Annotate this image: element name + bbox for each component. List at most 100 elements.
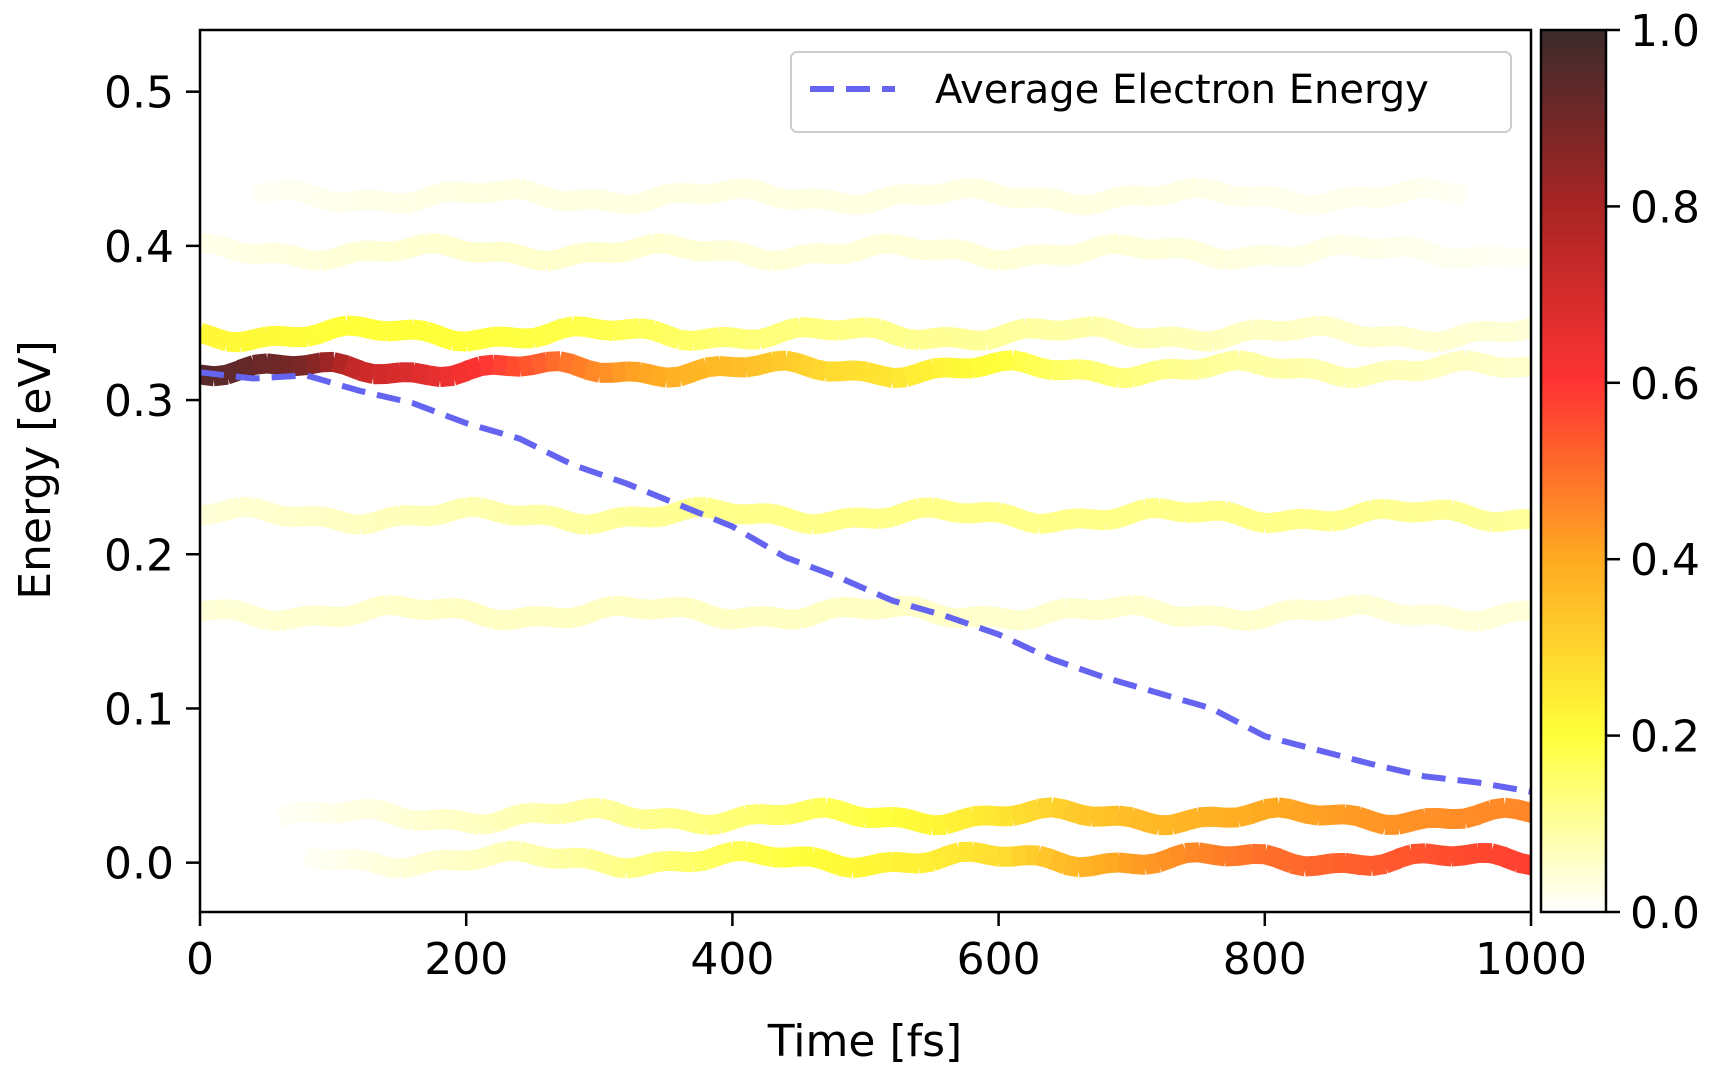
band-segment	[462, 600, 484, 625]
band-segment	[1330, 804, 1347, 825]
band-segment	[970, 355, 989, 379]
x-tick-label: 200	[424, 934, 508, 985]
band-segment	[810, 358, 829, 382]
band-segment	[1170, 326, 1188, 349]
band-segment	[1436, 604, 1454, 627]
band-segment	[1157, 237, 1174, 260]
band-segment	[1436, 807, 1453, 830]
band-segment	[876, 365, 896, 388]
colorbar: 0.0 0.2 0.4 0.6 0.8 1.0	[1539, 6, 1700, 939]
band-segment	[782, 507, 804, 532]
band-segment	[545, 351, 561, 372]
band-segment	[1261, 602, 1283, 627]
band-segment	[1184, 842, 1200, 863]
band-segment	[704, 327, 722, 349]
band-segment	[705, 814, 721, 836]
band-segment	[543, 505, 563, 528]
band-segment	[758, 605, 775, 627]
band-segment	[971, 805, 988, 827]
band-segment	[1423, 177, 1441, 200]
band-segment	[625, 361, 641, 383]
band-segment	[982, 351, 1003, 376]
band-segment	[557, 351, 576, 375]
band-segment	[1303, 315, 1321, 338]
band-segment	[1394, 844, 1416, 869]
band-segment	[838, 596, 854, 618]
band-segment	[545, 848, 561, 869]
band-segment	[824, 243, 841, 265]
band-segment	[811, 188, 828, 210]
band-segment	[957, 177, 974, 199]
band-segment	[545, 803, 561, 825]
band-segment	[1328, 364, 1349, 388]
band-segment	[1450, 845, 1467, 867]
band-segment	[1129, 364, 1149, 388]
band-segment	[504, 608, 523, 631]
band-segment	[1354, 806, 1376, 831]
band-segment	[837, 242, 855, 265]
band-segment	[598, 319, 615, 341]
band-segment	[210, 500, 231, 524]
band-segment	[1370, 498, 1387, 520]
band-segment	[518, 504, 535, 526]
band-segment	[1223, 184, 1242, 207]
band-segment	[1489, 797, 1507, 820]
band-segment	[942, 179, 963, 203]
band-segment	[904, 183, 921, 205]
band-segment	[770, 607, 789, 630]
band-segment	[438, 365, 455, 388]
x-tick-label: 400	[690, 934, 774, 985]
band-segment	[1317, 510, 1334, 532]
band-segment	[438, 597, 455, 619]
band-segment	[1170, 358, 1187, 380]
band-segment	[1290, 357, 1307, 379]
band-segment	[302, 183, 325, 209]
band-segment	[504, 326, 522, 349]
band-segment	[1236, 350, 1255, 373]
band-segment	[1277, 246, 1294, 268]
band-segment	[250, 497, 271, 522]
y-axis-label: Energy [eV]	[10, 340, 61, 600]
band-segment	[611, 361, 628, 383]
occupation-band	[200, 496, 1531, 535]
band-segment	[1423, 843, 1441, 866]
band-segment	[1263, 319, 1281, 342]
band-segment	[1463, 610, 1480, 632]
band-segment	[1115, 323, 1136, 347]
band-segment	[1408, 237, 1429, 261]
band-segment	[1341, 504, 1363, 529]
band-segment	[276, 803, 298, 827]
band-segment	[996, 502, 1016, 526]
legend: Average Electron Energy	[790, 51, 1512, 133]
band-segment	[224, 497, 244, 520]
colorbar-tick-label: 0.4	[1630, 535, 1700, 586]
band-segment	[1170, 500, 1188, 523]
band-segment	[1156, 498, 1175, 521]
band-segment	[517, 179, 537, 202]
band-segment	[730, 240, 750, 264]
occupation-band	[303, 840, 1531, 879]
band-segment	[996, 607, 1015, 630]
band-segment	[704, 355, 722, 378]
band-segment	[716, 810, 737, 834]
band-segment	[1049, 188, 1069, 212]
band-segment	[689, 599, 711, 624]
band-segment	[1516, 246, 1531, 269]
band-segment	[1048, 850, 1070, 875]
band-segment	[278, 608, 297, 631]
band-segment	[530, 324, 550, 348]
band-segment	[412, 598, 429, 621]
band-segment	[851, 194, 868, 216]
band-segment	[783, 802, 802, 825]
band-segment	[903, 236, 922, 260]
band-segment	[1236, 844, 1254, 866]
band-segment	[411, 319, 429, 342]
band-segment	[200, 503, 216, 525]
band-segment	[823, 597, 843, 620]
band-segment	[851, 507, 868, 529]
band-segment	[904, 852, 921, 874]
band-segment	[251, 326, 270, 350]
band-segment	[1144, 497, 1160, 519]
band-segment	[716, 841, 737, 866]
band-segment	[252, 243, 269, 265]
